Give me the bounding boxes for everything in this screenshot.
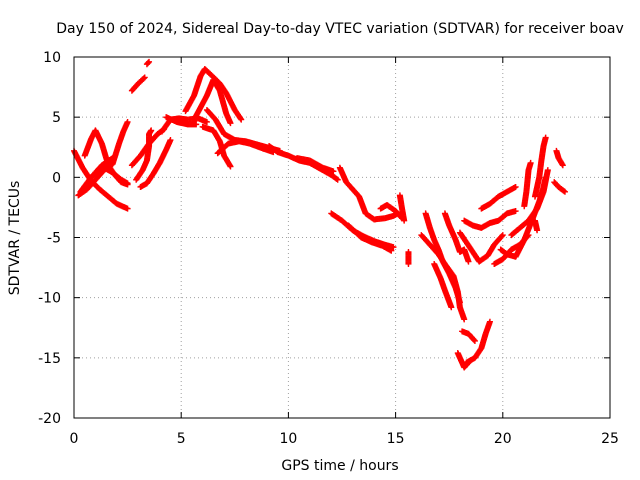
y-tick-label: -10 — [38, 291, 61, 307]
data-point — [203, 118, 210, 125]
series-t20 — [336, 164, 401, 223]
series-t27 — [422, 210, 463, 306]
data-point — [167, 137, 174, 144]
series-t23 — [377, 202, 406, 222]
series-t05 — [90, 164, 131, 187]
chart-title: Day 150 of 2024, Sidereal Day-to-day VTE… — [56, 21, 624, 37]
x-tick-label: 25 — [601, 431, 619, 447]
data-point — [542, 134, 549, 141]
series-t31 — [461, 208, 519, 231]
tick-labels: 0 5 10 15 20 25 -20 -15 -10 -5 0 5 10 — [38, 50, 619, 447]
series-t06 — [128, 74, 148, 94]
series-t17 — [214, 138, 277, 157]
series-t28 — [431, 260, 455, 311]
x-tick-label: 10 — [279, 431, 297, 447]
series-t22 — [345, 222, 395, 254]
series-t39 — [521, 159, 534, 210]
x-tick-label: 15 — [387, 431, 405, 447]
data-point — [448, 304, 455, 311]
data-point — [124, 118, 131, 125]
data-point — [227, 163, 234, 170]
series-t01 — [71, 147, 131, 212]
data-point — [146, 58, 153, 65]
x-tick-label: 20 — [494, 431, 512, 447]
series-t12 — [163, 114, 200, 128]
data-point — [544, 167, 551, 174]
data-point — [227, 120, 234, 127]
y-tick-label: -15 — [38, 351, 61, 367]
data-point — [461, 316, 468, 323]
series-t15 — [199, 123, 234, 170]
data-point — [456, 299, 463, 306]
data-point — [512, 183, 519, 190]
series-t41 — [531, 217, 541, 234]
x-tick-label: 5 — [177, 431, 186, 447]
data-point — [388, 247, 395, 254]
data-point — [559, 162, 566, 169]
data-point — [124, 180, 131, 187]
data-point — [527, 159, 534, 166]
data-point — [141, 74, 148, 81]
data-point — [109, 155, 116, 162]
data-point — [467, 357, 474, 364]
data-point — [512, 208, 519, 215]
series-t10 — [137, 137, 174, 190]
y-axis-label: SDTVAR / TECUs — [7, 181, 23, 296]
y-tick-label: 10 — [43, 50, 61, 66]
series-t43 — [551, 179, 568, 195]
series-t29 — [441, 210, 472, 265]
x-axis-label: GPS time / hours — [281, 458, 398, 474]
data-point — [471, 337, 478, 344]
y-tick-label: 5 — [52, 110, 61, 126]
series-t18 — [266, 143, 341, 183]
data-points — [71, 58, 568, 371]
series-t19 — [293, 155, 337, 175]
series-t32 — [478, 183, 519, 212]
data-point — [465, 258, 472, 265]
series-t42 — [553, 147, 566, 169]
series-t24 — [396, 192, 408, 224]
data-point — [405, 260, 412, 267]
data-point — [238, 116, 245, 123]
axis-ticks — [73, 56, 611, 419]
y-tick-label: 0 — [52, 170, 61, 186]
series-t25 — [405, 248, 412, 267]
data-point — [334, 176, 341, 183]
series-t13 — [182, 66, 245, 123]
y-tick-label: -5 — [47, 231, 61, 247]
data-point — [486, 318, 493, 325]
data-point — [193, 121, 200, 128]
series-t14 — [191, 76, 234, 127]
data-point — [499, 232, 506, 239]
series-t38 — [508, 167, 551, 239]
data-point — [499, 232, 506, 239]
data-point — [401, 217, 408, 224]
data-point — [330, 168, 337, 175]
data-point — [140, 75, 147, 82]
data-point — [390, 244, 397, 251]
data-point — [534, 227, 541, 234]
data-point — [561, 188, 568, 195]
data-point — [145, 59, 152, 66]
data-point — [124, 205, 131, 212]
series-t30 — [456, 229, 506, 265]
data-point — [471, 337, 478, 344]
series-t07 — [143, 58, 153, 68]
series-t34 — [463, 318, 493, 366]
x-tick-label: 0 — [70, 431, 79, 447]
data-point — [466, 358, 473, 365]
data-point — [148, 127, 155, 134]
series-t35 — [454, 350, 474, 371]
series-t33 — [459, 328, 478, 344]
y-tick-label: -20 — [38, 411, 61, 427]
series-t40 — [531, 134, 549, 200]
